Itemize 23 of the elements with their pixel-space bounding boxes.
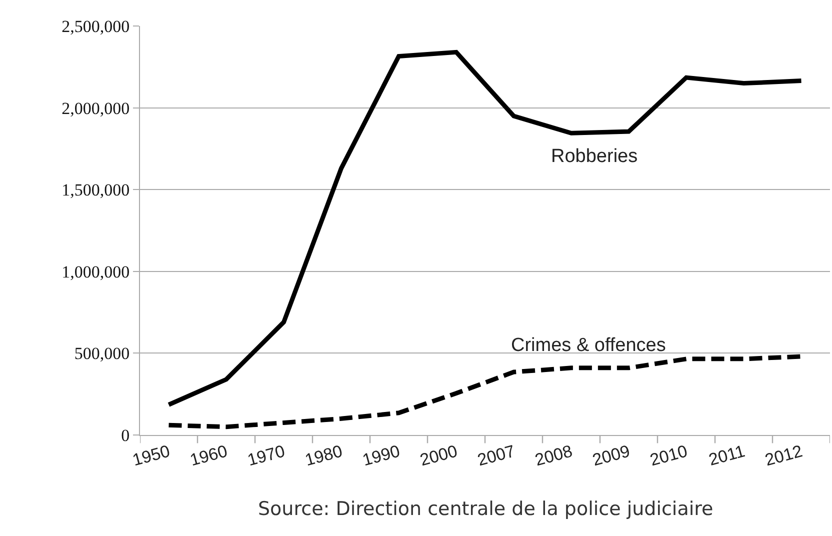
x-tick-label: 2008 [533,442,574,470]
y-tick-label: 0 [121,426,130,445]
x-tick-label: 2012 [763,442,804,470]
y-tick-label: 2,000,000 [62,98,130,118]
x-tick-label: 1990 [360,442,402,470]
y-tick-label: 1,000,000 [62,262,130,282]
x-tick-label: 2009 [590,442,632,470]
line-series [166,50,804,407]
x-tick-label: 1960 [188,442,230,470]
y-tick-label: 2,500,000 [62,16,130,36]
x-tick-label: 2007 [476,442,517,470]
y-tick-label: 500,000 [74,344,130,364]
line-series [166,354,804,430]
x-tick-label: 2000 [418,442,460,470]
source-note: Source: Direction centrale de la police judiciaire [258,498,714,520]
y-tick-label: 1,500,000 [62,180,130,200]
x-tick-label: 1970 [246,442,287,470]
x-tick-label: 1950 [130,442,172,470]
x-tick-label: 2010 [648,442,690,470]
series-label: Robberies [551,146,638,167]
x-tick-label: 2011 [706,442,747,470]
x-tick-label: 1980 [303,442,344,470]
series-label: Crimes & offences [511,335,666,356]
